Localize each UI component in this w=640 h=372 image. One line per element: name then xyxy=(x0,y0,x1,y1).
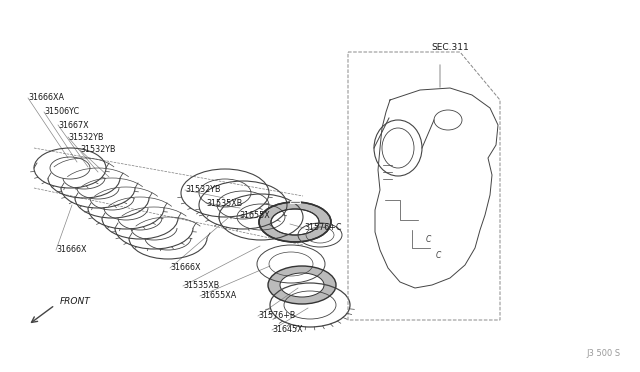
Text: 31535XB: 31535XB xyxy=(206,199,243,208)
Text: 31655XA: 31655XA xyxy=(200,292,236,301)
Ellipse shape xyxy=(268,266,336,304)
Text: J3 500 S: J3 500 S xyxy=(586,349,620,358)
Text: 31666X: 31666X xyxy=(170,263,200,273)
Ellipse shape xyxy=(280,273,324,297)
Text: FRONT: FRONT xyxy=(60,298,91,307)
Text: 31535XB: 31535XB xyxy=(183,282,220,291)
Text: 31532YB: 31532YB xyxy=(185,186,221,195)
Text: 31655X: 31655X xyxy=(239,212,269,221)
Text: 31667X: 31667X xyxy=(58,121,88,129)
Text: 31532YB: 31532YB xyxy=(68,132,104,141)
Text: SEC.311: SEC.311 xyxy=(431,44,469,52)
Text: 31532YB: 31532YB xyxy=(80,145,115,154)
Text: C: C xyxy=(426,235,431,244)
Text: 31666X: 31666X xyxy=(56,246,86,254)
Ellipse shape xyxy=(271,209,319,235)
Text: 31506YC: 31506YC xyxy=(44,108,79,116)
Ellipse shape xyxy=(259,202,331,242)
Text: 31666XA: 31666XA xyxy=(28,93,64,103)
Text: 31576+B: 31576+B xyxy=(258,311,296,321)
Text: C: C xyxy=(435,250,441,260)
Text: 31645X: 31645X xyxy=(272,326,303,334)
Text: 31576+C: 31576+C xyxy=(304,224,342,232)
